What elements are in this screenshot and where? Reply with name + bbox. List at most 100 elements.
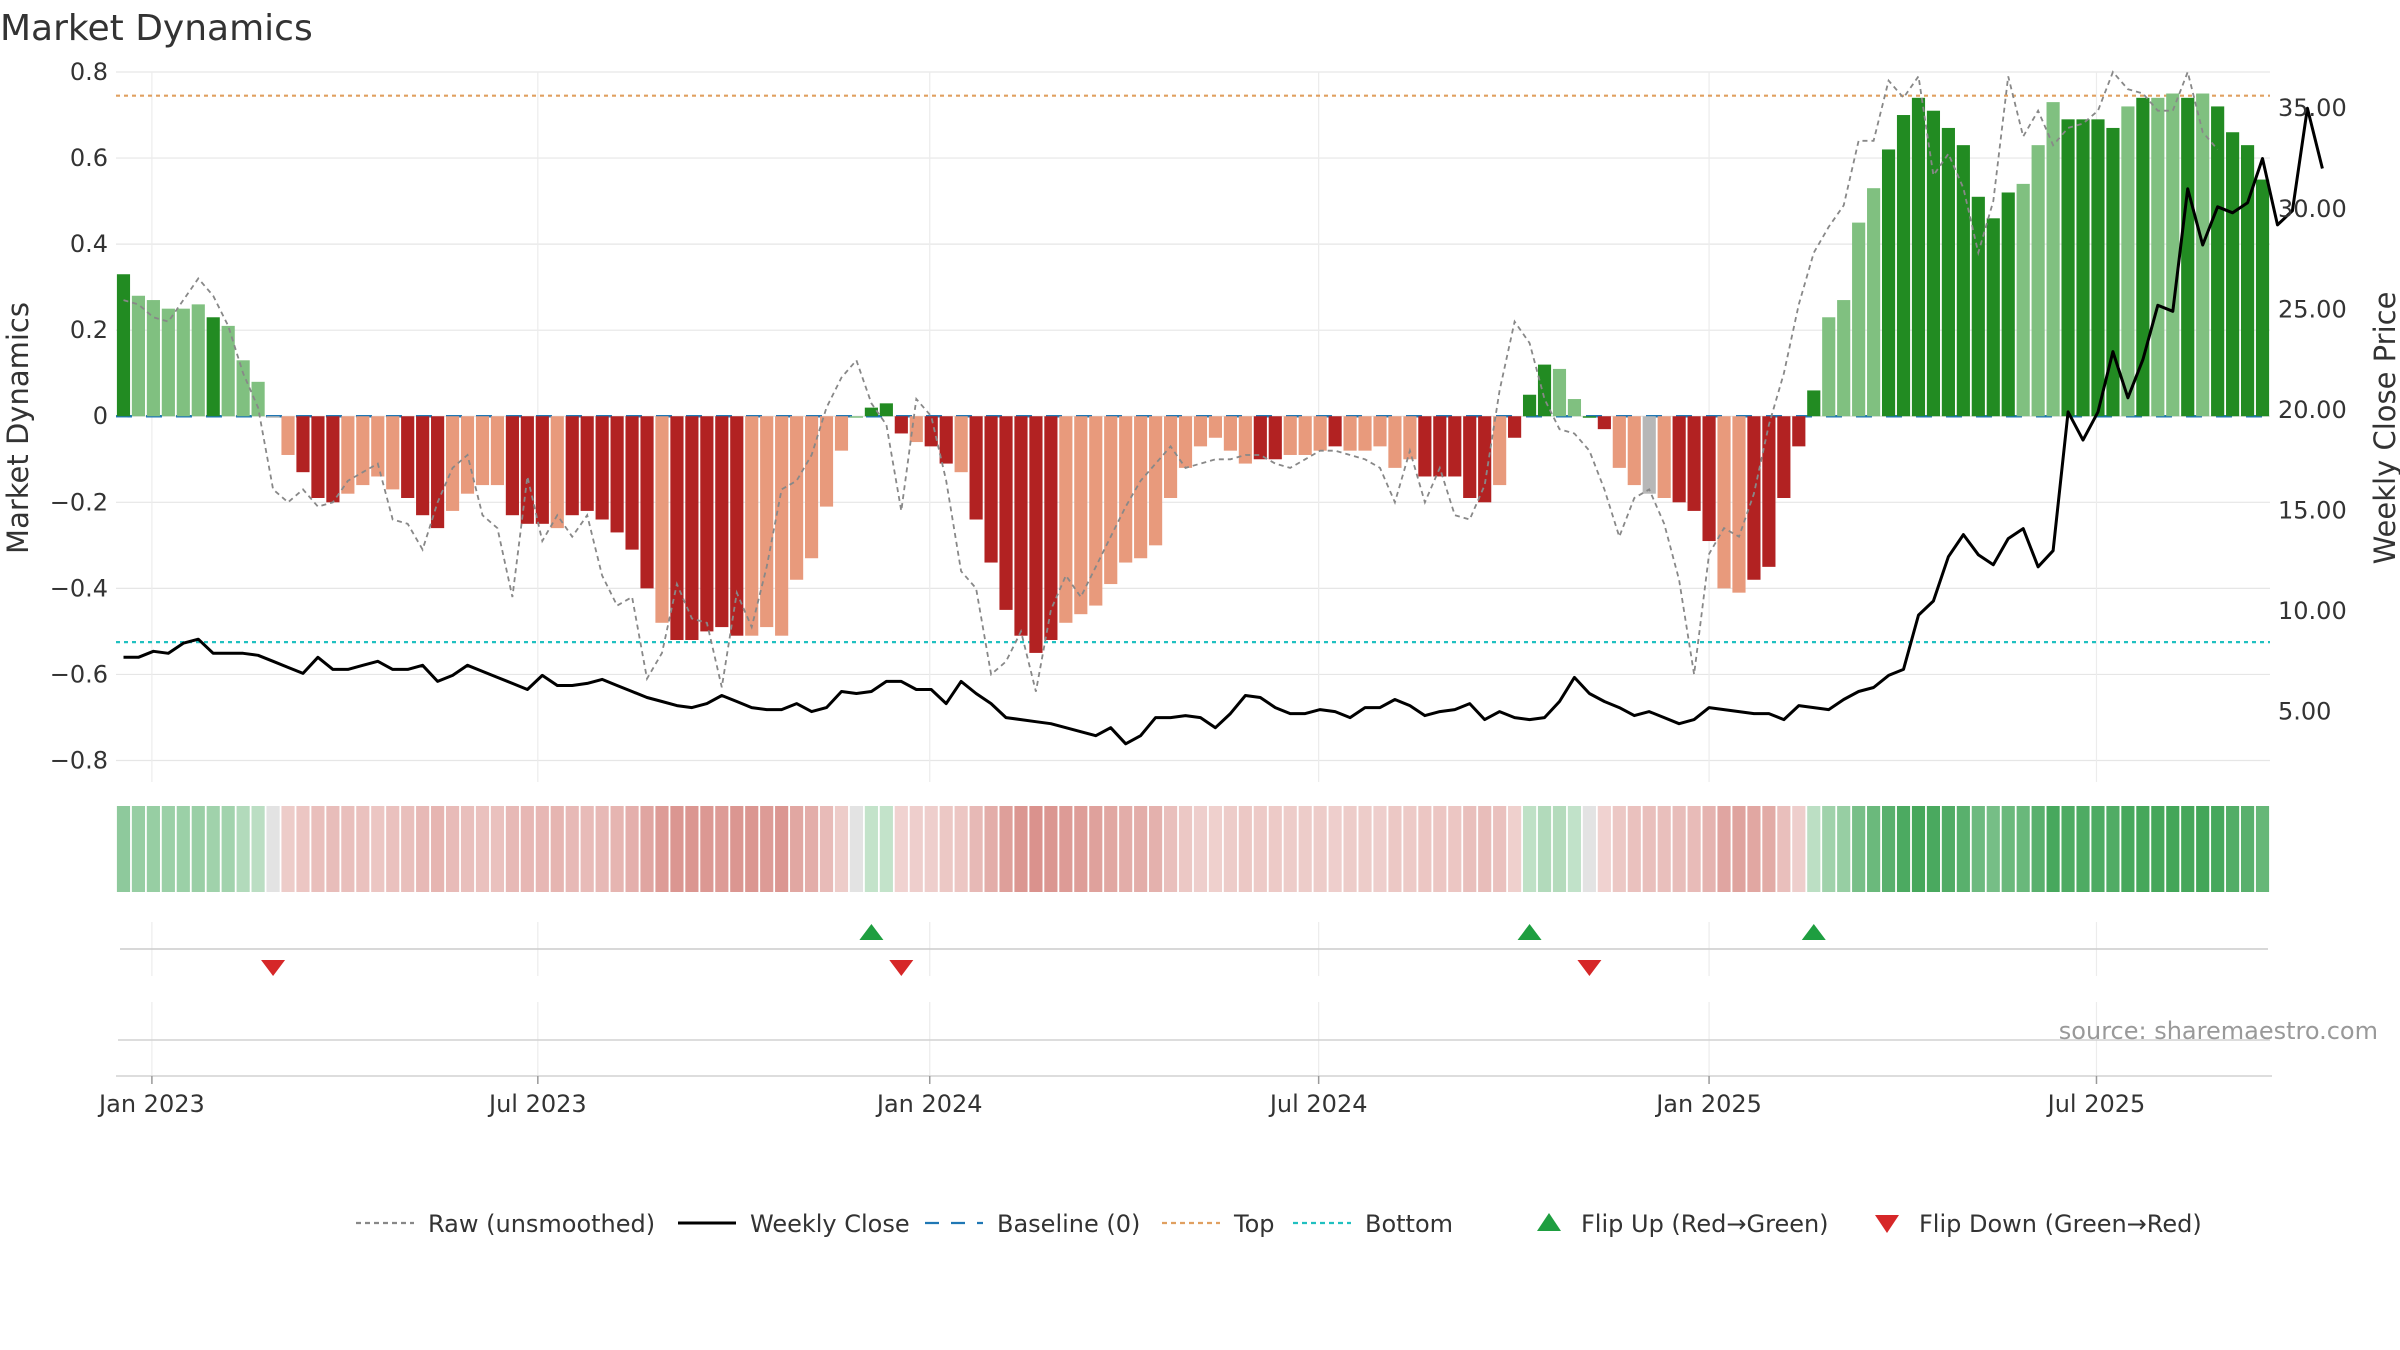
strip-cell-120 [1911, 806, 1926, 892]
strip-cell-3 [161, 806, 175, 892]
strip-cell-41 [730, 806, 744, 892]
legend-item-4: Bottom [1293, 1210, 1453, 1238]
strip-cell-86 [1403, 806, 1417, 892]
strip-cell-1 [131, 806, 146, 892]
strip-cell-134 [2121, 806, 2135, 892]
bar-week-131 [2076, 119, 2090, 417]
left-tick-label: −0.2 [50, 488, 108, 516]
bar-week-100 [1612, 416, 1626, 468]
bar-week-4 [176, 308, 190, 417]
bar-week-64 [1074, 416, 1088, 615]
legend-item-3: Top [1162, 1210, 1275, 1238]
strip-cell-85 [1388, 806, 1402, 892]
bar-week-13 [311, 416, 325, 498]
raw-unsmoothed-line [123, 69, 2219, 692]
strip-cell-51 [879, 806, 893, 892]
bar-week-47 [819, 416, 834, 507]
bar-week-17 [371, 416, 385, 477]
bar-week-24 [475, 416, 490, 486]
strip-cell-22 [445, 806, 460, 892]
legend-label: Weekly Close [750, 1210, 910, 1238]
bar-week-51 [879, 403, 893, 417]
lower-panel [116, 1002, 2272, 1077]
bar-week-111 [1777, 416, 1791, 498]
bar-week-21 [431, 416, 445, 529]
left-tick-label: −0.8 [50, 746, 108, 774]
bar-week-132 [2091, 119, 2105, 417]
bar-week-63 [1059, 416, 1073, 623]
legend-swatch-up-icon [1537, 1213, 1561, 1231]
strip-cell-20 [416, 806, 430, 892]
strip-cell-32 [595, 806, 609, 892]
bar-week-104 [1672, 416, 1686, 503]
strip-cell-14 [326, 806, 340, 892]
bar-week-60 [1014, 416, 1028, 636]
bar-week-120 [1911, 97, 1926, 417]
strip-cell-11 [281, 806, 295, 892]
bar-week-57 [969, 416, 983, 520]
strip-cell-59 [999, 806, 1013, 892]
strip-cell-100 [1612, 806, 1626, 892]
bar-week-62 [1044, 416, 1058, 640]
strip-cell-78 [1283, 806, 1297, 892]
strip-cell-72 [1193, 806, 1208, 892]
strip-cell-131 [2076, 806, 2090, 892]
bar-week-85 [1388, 416, 1402, 468]
legend-swatch-down-icon [1875, 1215, 1899, 1233]
x-tick-label: Jan 2024 [875, 1090, 983, 1118]
strip-cell-12 [296, 806, 310, 892]
x-tick-label: Jul 2024 [1268, 1090, 1368, 1118]
strip-cell-76 [1253, 806, 1267, 892]
bar-week-139 [2196, 93, 2210, 417]
bar-week-52 [894, 416, 908, 434]
bar-week-78 [1283, 416, 1297, 455]
bar-week-3 [161, 308, 175, 417]
strip-cell-46 [804, 806, 819, 892]
right-tick-label: 10.00 [2278, 597, 2347, 625]
right-tick-label: 15.00 [2278, 496, 2347, 524]
strip-cell-17 [371, 806, 385, 892]
strip-cell-67 [1119, 806, 1133, 892]
left-axis-title: Market Dynamics [1, 302, 35, 554]
bar-week-22 [445, 416, 460, 511]
flip-up-marker-1 [1517, 924, 1542, 940]
strip-cell-73 [1208, 806, 1223, 892]
strip-cell-7 [221, 806, 235, 892]
legend-label: Baseline (0) [997, 1210, 1140, 1238]
strip-cell-141 [2226, 806, 2240, 892]
right-tick-label: 35.00 [2278, 94, 2347, 122]
x-tick-label: Jul 2023 [487, 1090, 587, 1118]
bar-week-16 [356, 416, 370, 486]
bar-week-102 [1642, 416, 1656, 494]
bar-week-14 [326, 416, 340, 503]
flip-down-marker-2 [1577, 960, 1602, 976]
bar-week-83 [1358, 416, 1372, 451]
bar-week-101 [1627, 416, 1641, 486]
bar-week-112 [1792, 416, 1806, 447]
bar-week-93 [1508, 416, 1522, 438]
strip-cell-91 [1478, 806, 1492, 892]
right-axis-title: Weekly Close Price [2368, 292, 2400, 565]
strip-cell-47 [819, 806, 834, 892]
strip-cell-8 [236, 806, 250, 892]
bar-week-5 [191, 304, 205, 417]
strip-cell-49 [849, 806, 864, 892]
bar-week-42 [745, 416, 759, 636]
bar-week-75 [1238, 416, 1252, 464]
strip-cell-40 [715, 806, 729, 892]
legend-label: Flip Down (Green→Red) [1919, 1210, 2202, 1238]
strip-cell-128 [2031, 806, 2045, 892]
bar-week-80 [1313, 416, 1327, 451]
strip-cell-124 [1971, 806, 1985, 892]
bar-week-12 [296, 416, 310, 473]
strip-cell-9 [251, 806, 265, 892]
strip-cell-6 [206, 806, 220, 892]
bar-week-33 [610, 416, 624, 533]
bar-week-55 [939, 416, 953, 464]
bar-week-69 [1149, 416, 1163, 546]
bar-week-66 [1104, 416, 1118, 585]
bar-week-53 [909, 416, 923, 443]
bar-week-1 [131, 295, 146, 417]
bar-week-26 [505, 416, 519, 516]
bar-week-76 [1253, 416, 1267, 460]
